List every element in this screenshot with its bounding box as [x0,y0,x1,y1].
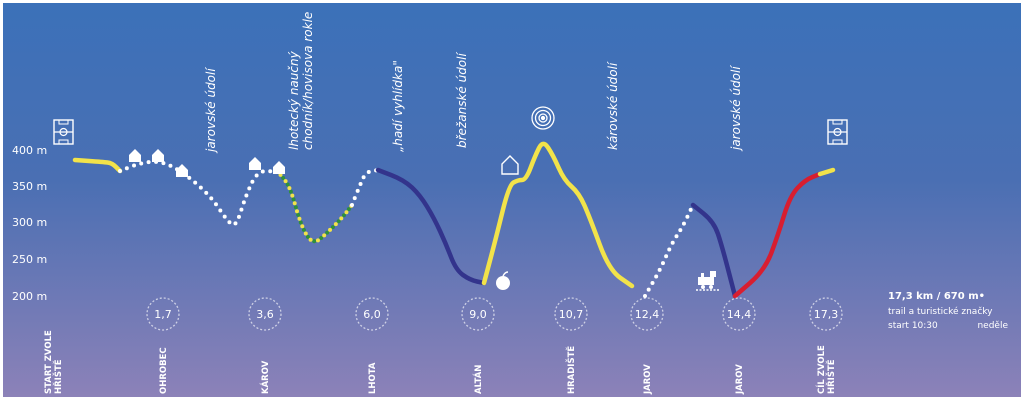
annotation-text: károvské údolí [606,61,620,150]
annotation: „hadí vyhlídka" [391,60,405,152]
house-icon [129,149,141,162]
route-summary: 17,3 km / 670 m• trail a turistické znač… [888,291,1008,331]
checkpoint-label: LHOTA [368,362,378,394]
checkpoint-label: HŘIŠTĚ [825,359,837,394]
house-icon [249,157,261,170]
checkpoint-km: 6,0 [363,308,381,321]
football-field-icon [827,119,848,145]
checkpoint-circle [722,297,756,331]
checkpoint-label: JAROV [735,364,745,395]
route-day: neděle [977,321,1008,331]
checkpoint-km: 10,7 [559,308,584,321]
house-icon [152,149,164,162]
checkpoint-km: 12,4 [635,308,660,321]
apple-icon [496,271,510,290]
annotation-line: chodník/hovisova rokle [301,12,315,150]
checkpoint-label: OHROBEC [159,347,169,394]
y-axis: 400 m 350 m 300 m 250 m 200 m [12,144,47,303]
house-icon [176,164,188,177]
y-tick-label: 350 m [12,180,47,193]
annotation-line: lhotecký naučný [287,50,301,150]
house-outline-icon [501,155,519,175]
route-segment [481,141,635,289]
checkpoint-label: HRADIŠTĚ [565,346,577,394]
checkpoint-label: ALTÁN [472,365,484,394]
route-distance: 17,3 km / 670 m• [888,291,986,302]
checkpoint-circle [461,297,495,331]
checkpoint-label: CÍL ZVOLE [815,345,827,394]
checkpoint-circle [554,297,588,331]
football-field-icon [53,119,74,145]
annotation: károvské údolí [606,61,620,150]
target-icon [531,106,555,130]
route-segment [732,171,823,299]
route-segment [690,202,738,299]
route-segment-dotted [643,203,695,298]
checkpoints: START ZVOLE HŘIŠTĚ1,7OHROBEC3,6KÁROV6,0LH… [44,297,843,395]
route-segment-dotted [350,168,380,207]
route-segment-yellow [276,170,354,244]
icons [53,106,848,291]
annotations: jarovské údolí lhotecký naučný chodník/hov… [204,12,743,154]
route-segment [817,167,836,177]
checkpoint-km: 17,3 [814,308,839,321]
checkpoint-km: 9,0 [469,308,487,321]
y-tick-label: 400 m [12,144,47,157]
checkpoint-circle [809,297,843,331]
checkpoint-km: 3,6 [256,308,274,321]
checkpoint-circle [355,297,389,331]
route-segments [72,141,836,299]
route-segment [72,157,123,174]
annotation-text: „hadí vyhlídka" [391,60,405,152]
route-segment [375,167,487,286]
checkpoint-circle [630,297,664,331]
checkpoint-label: JAROV [643,364,653,395]
annotation: jarovské údolí [204,67,218,154]
annotation-text: jarovské údolí [204,67,218,154]
annotation: jarovské údolí [729,65,743,152]
checkpoint-label: HŘIŠTĚ [52,359,64,394]
route-start: start 10:30 [888,321,938,331]
checkpoint-km: 14,4 [727,308,752,321]
checkpoint-km: 1,7 [154,308,172,321]
y-tick-label: 250 m [12,253,47,266]
train-icon [696,271,720,291]
house-icon [273,161,285,174]
checkpoint-circle [248,297,282,331]
checkpoint-label: KÁROV [259,360,271,394]
route-segment-green [276,170,354,244]
annotation-text: jarovské údolí [729,65,743,152]
target-icon [534,109,552,127]
target-icon [538,113,548,123]
y-tick-label: 300 m [12,216,47,229]
route-type: trail a turistické značky [888,307,993,317]
annotation: břežanské údolí [455,52,469,148]
checkpoint-label: START ZVOLE [44,330,54,394]
route-segment-dotted [118,159,280,227]
route-start-row: start 10:30 neděle [888,321,1008,331]
annotation-text: břežanské údolí [455,52,469,148]
y-tick-label: 200 m [12,290,47,303]
checkpoint-circle [146,297,180,331]
target-icon [540,115,546,121]
annotation: lhotecký naučný chodník/hovisova rokle [287,12,315,150]
